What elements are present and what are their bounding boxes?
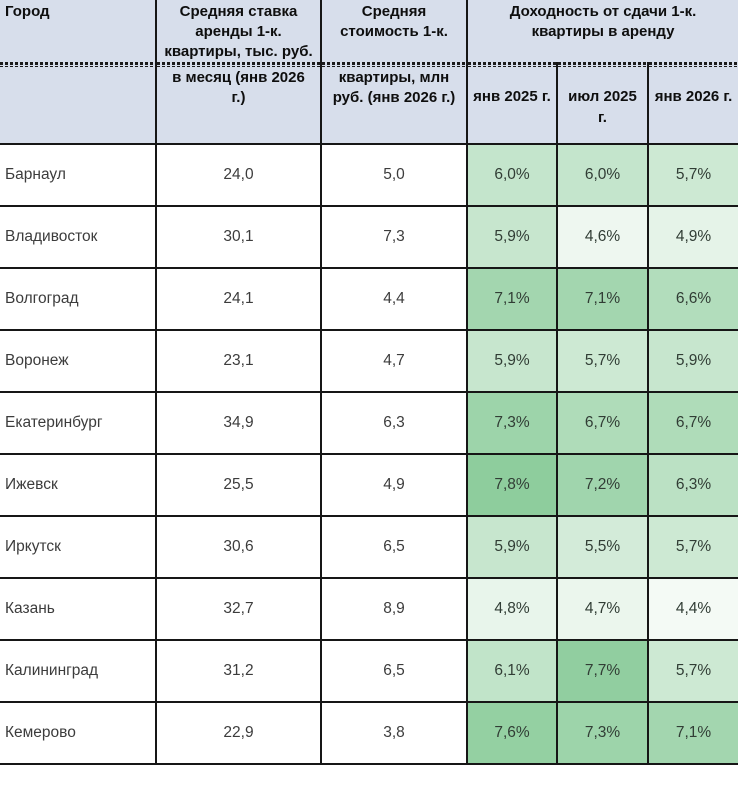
yield-cell-jan2025: 4,8%	[466, 578, 557, 641]
yield-cell-jan2025: 7,6%	[466, 702, 557, 765]
yield-cell-jan2026: 4,4%	[646, 578, 738, 641]
price-cell: 4,7	[320, 330, 467, 393]
header-price-continued: квартиры, млн руб. (янв 2026 г.)	[320, 62, 467, 145]
yield-cell-jan2026: 5,9%	[646, 330, 738, 393]
city-cell: Владивосток	[0, 206, 156, 269]
header-yield-jan2025: янв 2025 г.	[466, 62, 557, 145]
yield-cell-jan2025: 6,0%	[466, 144, 557, 207]
yield-cell-jan2026: 5,7%	[646, 144, 738, 207]
header-yield-jul2025: июл 2025 г.	[556, 62, 648, 145]
table-row: Воронеж 23,1 4,7 5,9% 5,7% 5,9%	[0, 330, 738, 393]
yield-cell-jan2026: 5,7%	[646, 516, 738, 579]
city-cell: Екатеринбург	[0, 392, 156, 455]
yield-cell-jan2025: 7,1%	[466, 268, 557, 331]
price-cell: 6,5	[320, 516, 467, 579]
yield-cell-jan2025: 6,1%	[466, 640, 557, 703]
yield-cell-jul2025: 5,7%	[556, 330, 648, 393]
price-cell: 4,9	[320, 454, 467, 517]
yield-cell-jan2025: 7,8%	[466, 454, 557, 517]
table-row: Владивосток 30,1 7,3 5,9% 4,6% 4,9%	[0, 206, 738, 269]
yield-cell-jul2025: 7,7%	[556, 640, 648, 703]
yield-cell-jan2025: 7,3%	[466, 392, 557, 455]
table-row: Кемерово 22,9 3,8 7,6% 7,3% 7,1%	[0, 702, 738, 765]
city-cell: Казань	[0, 578, 156, 641]
price-cell: 4,4	[320, 268, 467, 331]
rent-cell: 24,0	[155, 144, 321, 207]
header-row-top: Город Средняя ставка аренды 1-к. квартир…	[0, 0, 738, 62]
header-price: Средняя стоимость 1-к.	[320, 0, 467, 62]
city-cell: Барнаул	[0, 144, 156, 207]
city-cell: Кемерово	[0, 702, 156, 765]
yield-cell-jul2025: 7,2%	[556, 454, 648, 517]
yield-cell-jul2025: 6,0%	[556, 144, 648, 207]
rent-cell: 22,9	[155, 702, 321, 765]
yield-cell-jul2025: 7,1%	[556, 268, 648, 331]
yield-cell-jan2025: 5,9%	[466, 206, 557, 269]
yield-cell-jul2025: 7,3%	[556, 702, 648, 765]
table-row: Екатеринбург 34,9 6,3 7,3% 6,7% 6,7%	[0, 392, 738, 455]
rent-cell: 24,1	[155, 268, 321, 331]
rent-cell: 34,9	[155, 392, 321, 455]
price-cell: 3,8	[320, 702, 467, 765]
table-row: Волгоград 24,1 4,4 7,1% 7,1% 6,6%	[0, 268, 738, 331]
rent-cell: 31,2	[155, 640, 321, 703]
header-city: Город	[0, 0, 156, 62]
city-cell: Ижевск	[0, 454, 156, 517]
yield-cell-jul2025: 4,6%	[556, 206, 648, 269]
yield-cell-jan2025: 5,9%	[466, 330, 557, 393]
price-cell: 8,9	[320, 578, 467, 641]
rent-cell: 30,1	[155, 206, 321, 269]
rent-cell: 30,6	[155, 516, 321, 579]
header-row-bottom: в месяц (янв 2026 г.) квартиры, млн руб.…	[0, 62, 738, 145]
price-cell: 6,5	[320, 640, 467, 703]
yield-cell-jan2026: 5,7%	[646, 640, 738, 703]
table-row: Иркутск 30,6 6,5 5,9% 5,5% 5,7%	[0, 516, 738, 579]
table-row: Казань 32,7 8,9 4,8% 4,7% 4,4%	[0, 578, 738, 641]
yield-cell-jan2026: 4,9%	[646, 206, 738, 269]
table-row: Барнаул 24,0 5,0 6,0% 6,0% 5,7%	[0, 144, 738, 207]
yield-cell-jul2025: 5,5%	[556, 516, 648, 579]
yield-table: Город Средняя ставка аренды 1-к. квартир…	[0, 0, 738, 765]
yield-cell-jan2026: 6,6%	[646, 268, 738, 331]
yield-cell-jul2025: 4,7%	[556, 578, 648, 641]
yield-cell-jan2026: 6,3%	[646, 454, 738, 517]
price-cell: 7,3	[320, 206, 467, 269]
header-yield-group: Доходность от сдачи 1-к. квартиры в арен…	[465, 0, 738, 62]
table-header: Город Средняя ставка аренды 1-к. квартир…	[0, 0, 738, 145]
rent-cell: 23,1	[155, 330, 321, 393]
yield-cell-jan2026: 6,7%	[646, 392, 738, 455]
header-city-continued	[0, 62, 156, 145]
yield-cell-jan2026: 7,1%	[646, 702, 738, 765]
price-cell: 5,0	[320, 144, 467, 207]
table-body: Барнаул 24,0 5,0 6,0% 6,0% 5,7% Владивос…	[0, 144, 738, 765]
header-rent: Средняя ставка аренды 1-к. квартиры, тыс…	[155, 0, 321, 62]
table-row: Ижевск 25,5 4,9 7,8% 7,2% 6,3%	[0, 454, 738, 517]
rent-cell: 25,5	[155, 454, 321, 517]
city-cell: Воронеж	[0, 330, 156, 393]
yield-cell-jan2025: 5,9%	[466, 516, 557, 579]
table-row: Калининград 31,2 6,5 6,1% 7,7% 5,7%	[0, 640, 738, 703]
rent-cell: 32,7	[155, 578, 321, 641]
header-rent-continued: в месяц (янв 2026 г.)	[155, 62, 321, 145]
city-cell: Иркутск	[0, 516, 156, 579]
header-yield-jan2026: янв 2026 г.	[646, 62, 738, 145]
yield-cell-jul2025: 6,7%	[556, 392, 648, 455]
city-cell: Волгоград	[0, 268, 156, 331]
city-cell: Калининград	[0, 640, 156, 703]
price-cell: 6,3	[320, 392, 467, 455]
